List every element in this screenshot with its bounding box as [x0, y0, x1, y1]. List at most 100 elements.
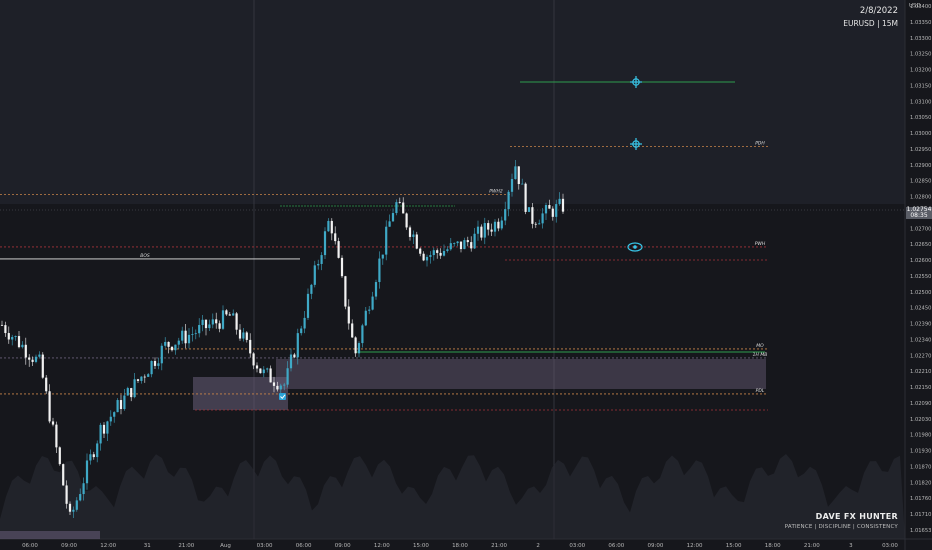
candle-body [116, 400, 119, 413]
candle-body [340, 257, 344, 277]
chart-date: 2/8/2022 [859, 6, 898, 16]
candle-body [449, 243, 452, 250]
candle-body [204, 319, 208, 329]
price-tick-label: 1.02450 [910, 306, 931, 312]
candle-body [170, 346, 174, 351]
level-label: MO [756, 343, 764, 349]
candle-body [473, 233, 476, 249]
volume-area [0, 454, 905, 539]
symbol-timeframe: EURUSD | 15M [843, 19, 898, 28]
candle-body [41, 354, 44, 378]
price-tick-label: 1.02950 [910, 147, 931, 153]
candle-body [140, 376, 143, 381]
candle-body [538, 223, 541, 225]
candle-body [279, 385, 282, 390]
candle-body [402, 202, 405, 214]
candle-body [96, 443, 99, 458]
candle-body [323, 231, 327, 256]
candle-body [561, 198, 565, 212]
demand-zone [193, 377, 288, 410]
candle-body [371, 296, 374, 310]
price-tick-label: 1.03200 [910, 68, 931, 74]
candle-body [347, 306, 350, 324]
candle-countdown: 08:35 [910, 212, 928, 219]
candle-body [500, 220, 503, 229]
candle-body [497, 221, 500, 229]
candle-body [531, 207, 534, 224]
candle-body [221, 310, 225, 329]
candle-body [300, 328, 303, 334]
candle-body [364, 310, 367, 326]
time-tick-label: 12:00 [687, 543, 703, 549]
candle-body [249, 339, 252, 354]
price-axis[interactable]: 1.03400 1.03350 1.03300 1.03250 1.03200 1.031… [910, 4, 931, 534]
candle-body [102, 424, 106, 434]
candle-body [150, 361, 153, 375]
candle-body [361, 325, 364, 344]
level-label: 1H MB [753, 352, 768, 358]
candle-body [381, 254, 384, 259]
candle-body [14, 336, 17, 338]
candle-body [143, 376, 146, 378]
price-tick-label: 1.03100 [910, 99, 931, 105]
candle-body [422, 253, 425, 261]
candle-body [201, 319, 204, 325]
candle-body [334, 233, 337, 242]
candle-body [109, 416, 112, 422]
candle-body [58, 447, 61, 465]
currency-label: USD [909, 3, 921, 9]
time-tick-label: 06:00 [296, 543, 312, 549]
price-tick-label: 1.02270 [910, 353, 931, 359]
candle-body [317, 263, 320, 266]
key-levels: PDH PWH2 PWH BOS MO 1H MB PDL [0, 81, 905, 411]
candle-body [351, 323, 354, 338]
candle-body [269, 368, 272, 383]
candle-body [459, 241, 463, 250]
candle-body [34, 356, 38, 362]
candle-body [327, 220, 330, 232]
price-tick-label: 1.02850 [910, 179, 931, 185]
eye-icon [633, 245, 637, 249]
time-tick-label: 18:00 [452, 543, 468, 549]
candle-body [218, 323, 221, 329]
candle-body [85, 460, 89, 484]
price-tick-label: 1.02210 [910, 369, 931, 375]
candle-body [293, 354, 296, 358]
candle-body [395, 202, 398, 214]
price-tick-label: 1.02650 [910, 242, 931, 248]
price-tick-label: 1.02800 [910, 195, 931, 201]
price-tick-label: 1.03350 [910, 20, 931, 26]
candle-body [456, 241, 459, 244]
candle-body [133, 379, 136, 398]
candle-body [514, 166, 517, 180]
price-tick-label: 1.01710 [910, 512, 931, 518]
candle-body [194, 333, 197, 335]
candle-body [245, 332, 248, 340]
candle-body [558, 198, 561, 205]
candle-body [398, 202, 401, 203]
candle-body [432, 250, 435, 256]
candle-body [466, 240, 469, 243]
candle-body [283, 384, 286, 386]
brand-name: DAVE FX HUNTER [815, 512, 898, 521]
upper-shade [0, 0, 905, 204]
price-tick-label: 1.03050 [910, 115, 931, 121]
candle-body [344, 276, 347, 307]
candle-body [385, 226, 388, 255]
candle-body [4, 325, 7, 334]
candle-body [17, 336, 21, 348]
candle-body [48, 391, 51, 422]
time-axis[interactable]: 06:00 09:00 12:00 31 21:00 Aug 03:00 06:00 09:00… [22, 543, 898, 549]
candle-body [337, 241, 340, 258]
candle-body [198, 324, 201, 334]
check-icon [280, 394, 286, 400]
candle-body [286, 368, 289, 385]
candle-body [89, 454, 92, 461]
eye-icon [627, 242, 643, 252]
candle-body [79, 494, 82, 501]
candle-body [167, 341, 170, 347]
candle-body [21, 344, 24, 348]
candle-body [289, 354, 293, 369]
